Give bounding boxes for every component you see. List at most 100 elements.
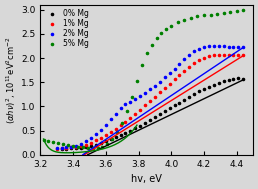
2% Mg (55, 147, 59, 150)
0% Mg (231, 77, 236, 80)
2% Mg (187, 54, 191, 57)
2% Mg (123, 102, 127, 105)
0% Mg (153, 115, 157, 119)
1% Mg (241, 54, 245, 57)
2% Mg (227, 45, 231, 48)
1% Mg (197, 59, 201, 62)
0% Mg (94, 143, 98, 146)
1% Mg (74, 146, 78, 149)
0% Mg (167, 107, 172, 110)
1% Mg (138, 108, 142, 111)
5% Mg (159, 31, 164, 34)
2% Mg (79, 142, 83, 145)
5% Mg (71, 144, 75, 147)
0% Mg (143, 121, 147, 124)
5% Mg (61, 142, 65, 145)
1% Mg (99, 136, 103, 139)
1% Mg (94, 139, 98, 142)
1% Mg (114, 127, 118, 130)
5% Mg (76, 145, 80, 148)
5% Mg (125, 110, 129, 113)
0% Mg (222, 80, 226, 83)
5% Mg (182, 18, 187, 21)
5% Mg (51, 140, 55, 143)
5% Mg (95, 147, 100, 150)
1% Mg (182, 69, 187, 72)
0% Mg (187, 95, 191, 98)
0% Mg (158, 113, 162, 116)
1% Mg (222, 53, 226, 56)
1% Mg (153, 95, 157, 98)
0% Mg (173, 104, 177, 107)
0% Mg (109, 138, 113, 141)
1% Mg (69, 146, 74, 149)
5% Mg (100, 146, 104, 149)
2% Mg (192, 50, 196, 53)
5% Mg (140, 64, 144, 67)
0% Mg (202, 88, 206, 91)
2% Mg (64, 146, 69, 149)
5% Mg (228, 11, 232, 14)
1% Mg (167, 82, 172, 85)
2% Mg (133, 98, 137, 101)
1% Mg (217, 53, 221, 56)
2% Mg (222, 45, 226, 48)
1% Mg (236, 53, 240, 56)
0% Mg (60, 148, 64, 151)
2% Mg (74, 144, 78, 147)
5% Mg (145, 52, 149, 55)
1% Mg (104, 133, 108, 136)
5% Mg (120, 121, 124, 124)
2% Mg (69, 145, 74, 148)
0% Mg (236, 77, 240, 80)
5% Mg (208, 13, 213, 16)
1% Mg (173, 78, 177, 81)
2% Mg (94, 132, 98, 136)
2% Mg (143, 91, 147, 94)
1% Mg (64, 146, 69, 149)
5% Mg (115, 130, 119, 133)
1% Mg (133, 113, 137, 116)
5% Mg (42, 139, 46, 142)
1% Mg (212, 54, 216, 57)
0% Mg (241, 77, 245, 80)
1% Mg (109, 130, 113, 133)
0% Mg (212, 83, 216, 86)
0% Mg (114, 136, 118, 139)
5% Mg (169, 24, 173, 27)
0% Mg (69, 147, 74, 150)
1% Mg (231, 53, 236, 56)
1% Mg (89, 141, 93, 144)
2% Mg (173, 67, 177, 70)
1% Mg (178, 74, 182, 77)
2% Mg (60, 146, 64, 149)
5% Mg (189, 16, 193, 19)
2% Mg (118, 106, 123, 109)
5% Mg (155, 36, 159, 39)
1% Mg (84, 143, 88, 146)
2% Mg (153, 84, 157, 87)
0% Mg (89, 145, 93, 148)
2% Mg (109, 118, 113, 121)
1% Mg (143, 104, 147, 107)
2% Mg (202, 45, 206, 48)
5% Mg (195, 15, 199, 18)
5% Mg (56, 141, 60, 144)
1% Mg (187, 65, 191, 68)
2% Mg (167, 71, 172, 74)
0% Mg (104, 140, 108, 143)
0% Mg (74, 147, 78, 150)
5% Mg (176, 21, 180, 24)
Y-axis label: $(\alpha h\nu)^2$, $10^{11}$eV$^2$cm$^{-2}$: $(\alpha h\nu)^2$, $10^{11}$eV$^2$cm$^{-… (5, 36, 18, 124)
2% Mg (212, 44, 216, 47)
2% Mg (84, 140, 88, 143)
2% Mg (138, 95, 142, 98)
0% Mg (178, 101, 182, 104)
5% Mg (81, 146, 85, 149)
2% Mg (197, 47, 201, 50)
0% Mg (163, 110, 167, 113)
1% Mg (192, 62, 196, 65)
5% Mg (86, 146, 90, 149)
1% Mg (163, 87, 167, 90)
5% Mg (164, 28, 168, 31)
